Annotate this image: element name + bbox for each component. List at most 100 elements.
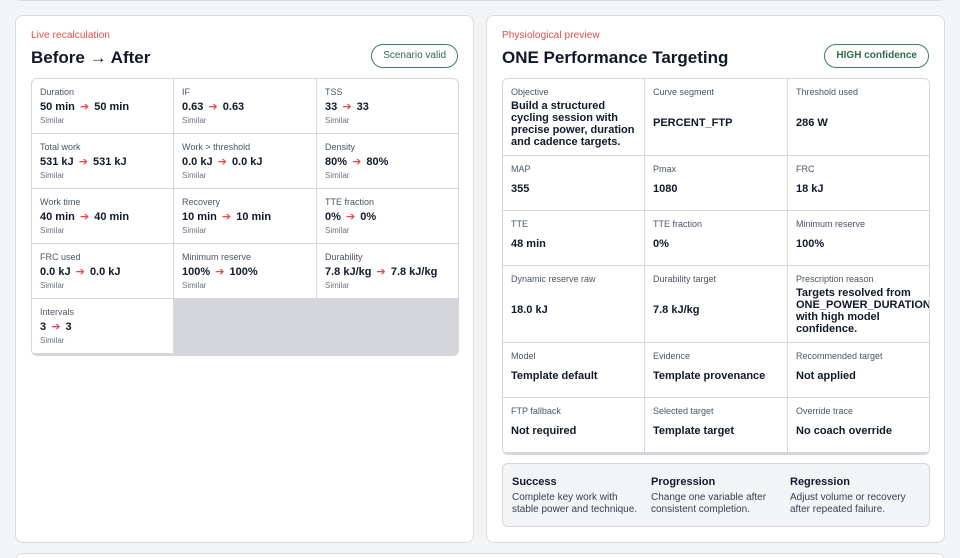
field-dynamic-reserve-raw: Dynamic reserve raw 18.0 kJ — [503, 266, 644, 342]
previous-panel-edge — [15, 0, 945, 1]
field-label: Recommended target — [796, 351, 883, 361]
metric-card-work-above-threshold: Work > threshold 0.0 kJ ➔ 0.0 kJ Similar — [174, 134, 316, 188]
metric-label: Duration — [40, 87, 75, 97]
criteria-description: Complete key work with stable power and … — [512, 492, 638, 515]
arrow-right-icon: ➔ — [78, 156, 88, 168]
criteria-regression: Regression Adjust volume or recovery aft… — [790, 476, 929, 526]
field-tte-fraction: TTE fraction 0% — [645, 211, 787, 265]
metric-value: 50 min ➔ 50 min — [40, 101, 130, 113]
arrow-right-icon: ➔ — [215, 266, 225, 278]
field-label: Minimum reserve — [796, 219, 866, 229]
metric-value: 10 min ➔ 10 min — [182, 211, 272, 223]
metric-note: Similar — [40, 336, 65, 345]
field-label: TTE fraction — [653, 219, 703, 229]
metric-note: Similar — [182, 171, 207, 180]
field-label: MAP — [511, 164, 531, 174]
arrow-right-icon: ➔ — [342, 101, 352, 113]
panel-eyebrow: Physiological preview — [502, 30, 600, 41]
field-label: Objective — [511, 87, 549, 97]
field-value: Targets resolved from ONE_POWER_DURATION… — [796, 287, 930, 335]
field-selected-target: Selected target Template target — [645, 398, 787, 452]
field-value: 286 W — [796, 117, 828, 129]
metric-note: Similar — [40, 171, 65, 180]
field-curve-segment: Curve segment PERCENT_FTP — [645, 79, 787, 155]
criteria-progression: Progression Change one variable after co… — [651, 476, 790, 526]
panel-eyebrow: Live recalculation — [31, 30, 111, 41]
criteria-summary: Success Complete key work with stable po… — [502, 463, 930, 527]
arrow-right-icon: ➔ — [51, 321, 61, 333]
criteria-success: Success Complete key work with stable po… — [512, 476, 651, 526]
field-label: Pmax — [653, 164, 677, 174]
metric-value: 0% ➔ 0% — [325, 211, 377, 223]
arrow-right-icon: ➔ — [345, 211, 356, 223]
arrow-right-icon: ➔ — [352, 156, 362, 168]
metric-value: 531 kJ ➔ 531 kJ — [40, 156, 127, 168]
metric-card-frc-used: FRC used 0.0 kJ ➔ 0.0 kJ Similar — [32, 244, 173, 298]
metric-value: 80% ➔ 80% — [325, 156, 389, 168]
metric-value: 100% ➔ 100% — [182, 266, 258, 278]
metric-label: TSS — [325, 87, 343, 97]
metric-value: 40 min ➔ 40 min — [40, 211, 130, 223]
metric-label: Durability — [325, 252, 363, 262]
metric-value: 0.0 kJ ➔ 0.0 kJ — [182, 156, 263, 168]
field-label: Dynamic reserve raw — [511, 274, 596, 284]
criteria-title: Progression — [651, 476, 716, 488]
field-label: Model — [511, 351, 536, 361]
physiological-preview-panel: Physiological preview ONE Performance Ta… — [486, 15, 945, 543]
field-map: MAP 355 — [503, 156, 644, 210]
field-value: Template default — [511, 370, 598, 382]
arrow-right-icon: ➔ — [75, 266, 85, 278]
metric-card-work-time: Work time 40 min ➔ 40 min Similar — [32, 189, 173, 243]
metric-value: 3 ➔ 3 — [40, 321, 72, 333]
metric-card-intervals: Intervals 3 ➔ 3 Similar — [32, 299, 173, 353]
field-evidence: Evidence Template provenance — [645, 343, 787, 397]
metric-note: Similar — [40, 281, 65, 290]
field-label: FTP fallback — [511, 406, 561, 416]
field-value: 1080 — [653, 183, 678, 195]
field-prescription-reason: Prescription reason Targets resolved fro… — [788, 266, 929, 342]
metric-label: Recovery — [182, 197, 221, 207]
metric-note: Similar — [325, 116, 350, 125]
field-label: Curve segment — [653, 87, 715, 97]
field-label: TTE — [511, 219, 528, 229]
field-value: 7.8 kJ/kg — [653, 304, 700, 316]
field-objective: Objective Build a structured cycling ses… — [503, 79, 644, 155]
grid-filler — [174, 299, 458, 353]
metric-label: Total work — [40, 142, 81, 152]
metric-card-recovery: Recovery 10 min ➔ 10 min Similar — [174, 189, 316, 243]
metric-note: Similar — [40, 226, 65, 235]
field-threshold-used: Threshold used 286 W — [788, 79, 929, 155]
targeting-fields-grid: Objective Build a structured cycling ses… — [502, 78, 930, 455]
metric-label: TTE fraction — [325, 197, 375, 207]
panel-title: ONE Performance Targeting — [502, 48, 729, 67]
field-minimum-reserve: Minimum reserve 100% — [788, 211, 929, 265]
metric-note: Similar — [182, 226, 207, 235]
metric-card-minimum-reserve: Minimum reserve 100% ➔ 100% Similar — [174, 244, 316, 298]
next-panel-edge — [15, 553, 945, 558]
metric-value: 33 ➔ 33 — [325, 101, 369, 113]
field-recommended-target: Recommended target Not applied — [788, 343, 929, 397]
field-value: 48 min — [511, 238, 546, 250]
metric-card-density: Density 80% ➔ 80% Similar — [317, 134, 458, 188]
confidence-badge: HIGH confidence — [824, 44, 929, 68]
metric-value: 0.63 ➔ 0.63 — [182, 101, 245, 113]
arrow-right-icon: ➔ — [79, 211, 90, 223]
metric-card-duration: Duration 50 min ➔ 50 min Similar — [32, 79, 173, 133]
field-label: Threshold used — [796, 87, 859, 97]
metric-label: Minimum reserve — [182, 252, 252, 262]
field-ftp-fallback: FTP fallback Not required — [503, 398, 644, 452]
field-value: Not required — [511, 425, 577, 437]
metric-value: 7.8 kJ/kg ➔ 7.8 kJ/kg — [325, 266, 438, 278]
field-durability-target: Durability target 7.8 kJ/kg — [645, 266, 787, 342]
metric-note: Similar — [325, 226, 350, 235]
metric-value: 0.0 kJ ➔ 0.0 kJ — [40, 266, 121, 278]
metric-card-tss: TSS 33 ➔ 33 Similar — [317, 79, 458, 133]
metrics-grid: Duration 50 min ➔ 50 min Similar IF 0.63… — [31, 78, 459, 356]
metric-label: IF — [182, 87, 190, 97]
field-override-trace: Override trace No coach override — [788, 398, 929, 452]
field-label: Evidence — [653, 351, 691, 361]
field-value: Template provenance — [653, 370, 766, 382]
field-value: 355 — [511, 183, 530, 195]
arrow-right-icon: ➔ — [376, 266, 386, 278]
criteria-title: Success — [512, 476, 557, 488]
